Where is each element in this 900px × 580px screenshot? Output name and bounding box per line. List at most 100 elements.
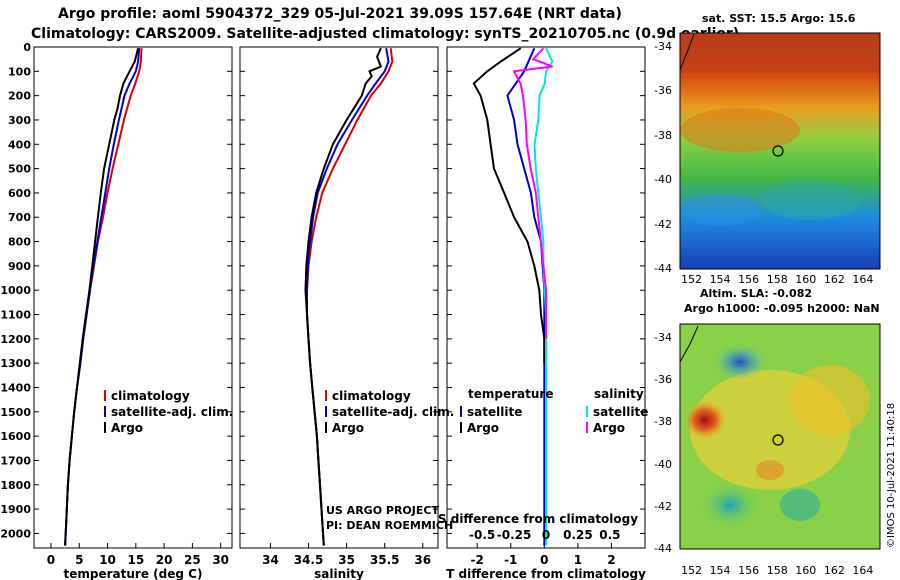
- xtick-label: 34.5: [294, 553, 324, 567]
- xaxis-top-label: S difference from climatology: [438, 512, 638, 526]
- xtick-top-label: 0.25: [563, 528, 593, 542]
- map_bottom-ytick: -34: [654, 331, 672, 344]
- map_bottom-xtick: 152: [681, 564, 702, 577]
- ytick-label: 100: [8, 65, 31, 78]
- ytick-label: 1500: [0, 406, 31, 419]
- map_bottom-xtick: 158: [766, 564, 788, 577]
- ytick-label: 1000: [0, 284, 31, 297]
- ytick-label: 200: [8, 90, 31, 103]
- xtick-label: 35.5: [370, 553, 400, 567]
- ytick-label: 800: [8, 236, 31, 249]
- map_top-xtick: 164: [852, 273, 874, 286]
- sla-map: [679, 323, 881, 550]
- ytick-label: 1700: [0, 454, 31, 467]
- xaxis-label-1: salinity: [314, 567, 364, 580]
- panel-frame-1: [239, 46, 439, 549]
- map_top-xtick: 162: [823, 273, 845, 286]
- xtick-label: 34: [262, 553, 279, 567]
- ytick-label: 1400: [0, 381, 31, 394]
- xtick-label: 0: [47, 553, 55, 567]
- series-0-argo: [64, 47, 140, 546]
- imos-watermark: ©IMOS 10-Jul-2021 11:40:18: [886, 402, 897, 548]
- ytick-label: 1100: [0, 309, 31, 322]
- map_top-xtick: 158: [766, 273, 788, 286]
- map_top-ytick: -42: [654, 217, 672, 231]
- map_bottom-xtick: 164: [852, 564, 874, 577]
- ytick-label: 2000: [0, 527, 31, 540]
- legend-label-diff-0: satellite: [467, 405, 522, 419]
- legend-label-1-2: Argo: [332, 421, 364, 435]
- map_bottom-ytick: -36: [654, 373, 672, 387]
- sla-caption: Altim. SLA: -0.082: [700, 287, 813, 300]
- map_bottom-xtick: 162: [823, 564, 845, 577]
- ytick-label: 1200: [0, 333, 31, 346]
- legend-label-diff-1: Argo: [467, 421, 499, 435]
- map_top-ytick: -44: [654, 262, 672, 275]
- xtick-top-label: -0.25: [497, 528, 532, 542]
- map_top-ytick: -34: [654, 40, 672, 53]
- ytick-label: 1600: [0, 430, 31, 443]
- xtick-label: 0: [540, 553, 548, 567]
- credit-pi: PI: DEAN ROEMMICH: [326, 519, 453, 532]
- xtick-label: 25: [184, 553, 201, 567]
- legend-label-diff-2: satellite: [593, 405, 648, 419]
- map_bottom-ytick: -38: [654, 415, 672, 429]
- xtick-label: -1: [504, 553, 517, 567]
- argo-location-marker: [772, 145, 784, 157]
- title-line-2: Climatology: CARS2009. Satellite-adjuste…: [31, 26, 740, 42]
- map_bottom-ytick: -42: [654, 499, 672, 513]
- ytick-label: 1900: [0, 503, 31, 516]
- map_top-xtick: 156: [738, 273, 760, 286]
- xtick-top-label: 0: [542, 528, 550, 542]
- argo-height-caption: Argo h1000: -0.095 h2000: NaN: [684, 302, 880, 315]
- xtick-label: 20: [156, 553, 173, 567]
- series-1-argo: [304, 47, 383, 546]
- map_bottom-xtick: 156: [738, 564, 760, 577]
- legend-label-0-0: climatology: [111, 389, 190, 403]
- map_bottom-xtick: 160: [795, 564, 817, 577]
- ytick-label: 900: [8, 260, 31, 273]
- series-diff-t-argo: [472, 47, 546, 364]
- series-0-climatology: [64, 48, 143, 546]
- ytick-label: 0: [23, 41, 31, 54]
- legend-label-0-1: satellite-adj. clim.: [111, 405, 233, 419]
- xtick-label: 30: [212, 553, 229, 567]
- legend-header-temperature: temperature: [468, 387, 553, 401]
- xtick-label: 35: [338, 553, 355, 567]
- panel-frame-0: [33, 46, 233, 549]
- xtick-label: 2: [607, 553, 615, 567]
- map_bottom-xtick: 154: [709, 564, 731, 577]
- map_bottom-ytick: -44: [654, 542, 672, 555]
- sst-map: [679, 32, 881, 270]
- xtick-label: 5: [75, 553, 83, 567]
- map_top-xtick: 152: [681, 273, 702, 286]
- xtick-top-label: 0.5: [599, 528, 620, 542]
- sst-title: sat. SST: 15.5 Argo: 15.6: [702, 12, 856, 25]
- argo-location-marker-sla: [772, 434, 784, 446]
- ytick-label: 300: [8, 114, 31, 127]
- xaxis-label-2: T difference from climatology: [446, 567, 646, 580]
- xtick-label: 36: [414, 553, 431, 567]
- legend-label-1-1: satellite-adj. clim.: [332, 405, 454, 419]
- profile-charts: 0100200300400500600700800900100011001200…: [0, 41, 648, 580]
- map_top-xtick: 160: [795, 273, 817, 286]
- ytick-label: 700: [8, 211, 31, 224]
- ytick-label: 1800: [0, 479, 31, 492]
- panel-frame-2: [446, 46, 646, 549]
- xaxis-label-0: temperature (deg C): [64, 567, 203, 580]
- title-line-1: Argo profile: aoml 5904372_329 05-Jul-20…: [58, 6, 622, 22]
- xtick-label: 1: [574, 553, 582, 567]
- legend-label-diff-3: Argo: [593, 421, 625, 435]
- legend-header-salinity: salinity: [594, 387, 644, 401]
- map_top-ytick: -40: [654, 173, 672, 187]
- ytick-label: 1300: [0, 357, 31, 370]
- ytick-label: 400: [8, 138, 31, 151]
- xtick-top-label: -0.5: [469, 528, 495, 542]
- map_top-xtick: 154: [709, 273, 731, 286]
- map_top-ytick: -36: [654, 84, 672, 98]
- series-diff-s-argo: [512, 47, 553, 339]
- credit-project: US ARGO PROJECT: [326, 504, 439, 517]
- xtick-label: 10: [99, 553, 116, 567]
- legend-label-0-2: Argo: [111, 421, 143, 435]
- legend-label-1-0: climatology: [332, 389, 411, 403]
